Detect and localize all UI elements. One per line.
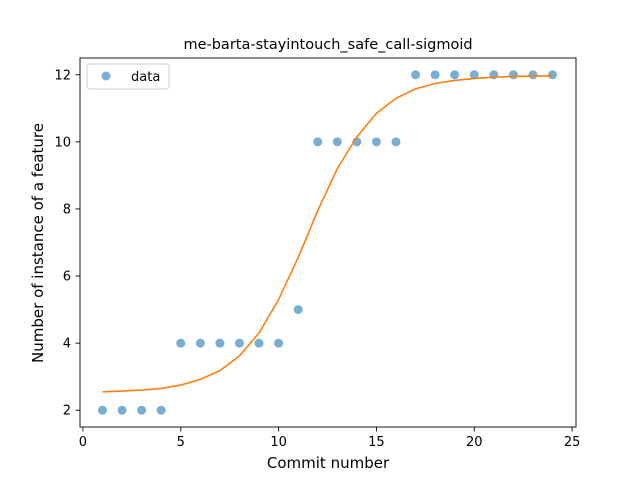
data-point (332, 137, 342, 147)
y-tick-label: 10 (54, 135, 71, 150)
data-point (528, 70, 538, 80)
data-point (450, 70, 460, 80)
data-point (117, 405, 127, 415)
x-tick-label: 20 (466, 435, 483, 450)
y-tick-label: 8 (63, 202, 71, 217)
data-point (371, 137, 381, 147)
data-point (469, 70, 479, 80)
data-point (274, 338, 284, 348)
data-point (156, 405, 166, 415)
data-point (98, 405, 108, 415)
y-tick-label: 6 (63, 270, 71, 285)
legend: data (86, 63, 170, 90)
axes-frame (79, 57, 577, 428)
data-point (430, 70, 440, 80)
data-point (215, 338, 225, 348)
legend-label-data: data (131, 70, 160, 85)
legend-box (86, 63, 170, 90)
x-tick-label: 5 (177, 435, 185, 450)
data-point (254, 338, 264, 348)
y-tick-label: 2 (63, 404, 71, 419)
data-point (176, 338, 186, 348)
data-point (293, 305, 303, 315)
x-tick-label: 10 (270, 435, 287, 450)
data-point (411, 70, 421, 80)
x-axis-label: Commit number (267, 454, 390, 472)
y-axis-label: Number of instance of a feature (29, 123, 47, 363)
data-point (137, 405, 147, 415)
axes: 0 5 10 15 20 25 2 4 6 8 10 12 (54, 57, 581, 450)
data-point (391, 137, 401, 147)
legend-marker-data (101, 71, 111, 81)
x-tick-label: 25 (564, 435, 581, 450)
data-point (508, 70, 518, 80)
data-point (548, 70, 558, 80)
data-point (234, 338, 244, 348)
y-tick-label: 12 (54, 68, 71, 83)
plot-area (98, 70, 558, 415)
fit-curve-line (102, 74, 553, 393)
data-point (313, 137, 323, 147)
chart-title: me-barta-stayintouch_safe_call-sigmoid (183, 37, 472, 53)
data-point (195, 338, 205, 348)
x-tick-label: 0 (79, 435, 87, 450)
y-tick-label: 4 (63, 337, 71, 352)
x-tick-label: 15 (368, 435, 385, 450)
